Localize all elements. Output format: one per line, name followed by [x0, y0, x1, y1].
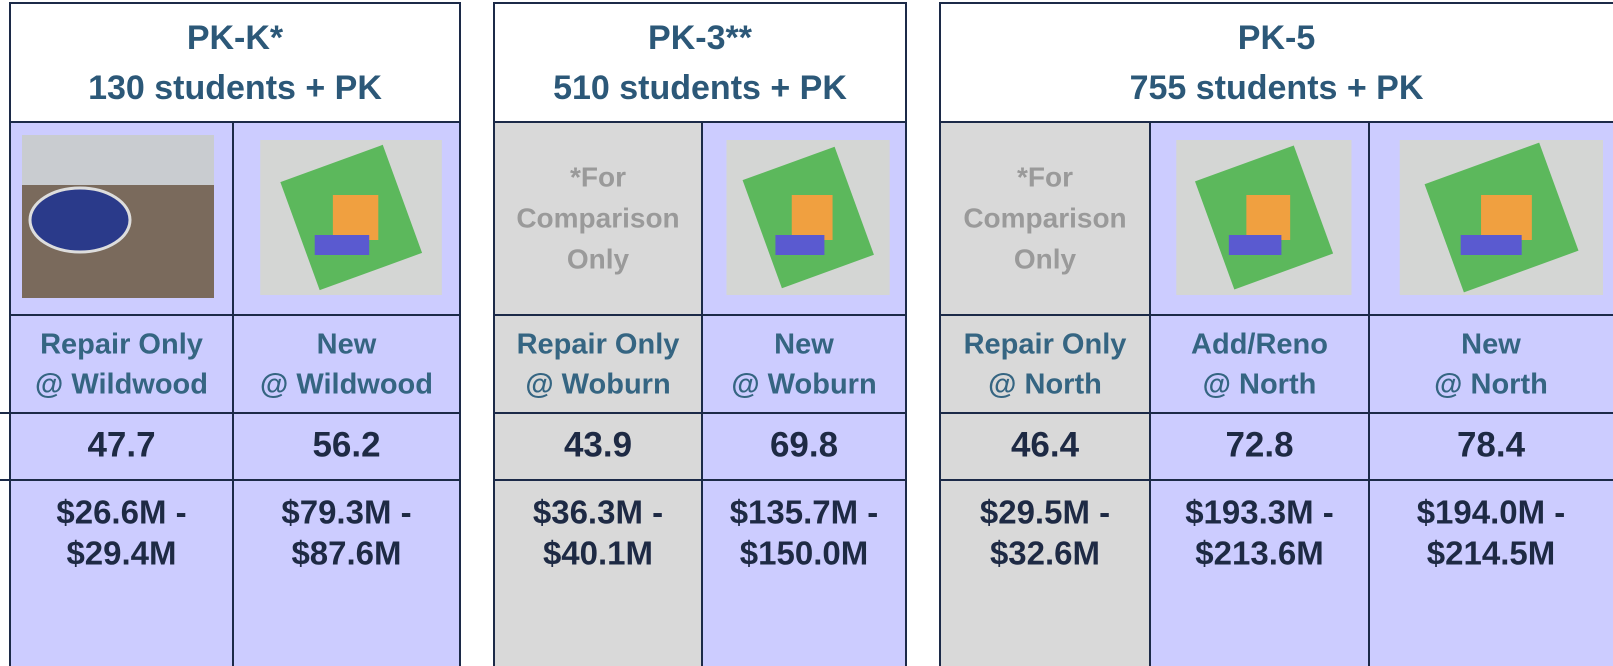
- panel-subtitle: 510 students + PK: [553, 69, 847, 107]
- score: 43.9: [564, 425, 632, 464]
- comparison-note: *For: [570, 161, 626, 192]
- site-plan-building: [791, 195, 833, 240]
- score: 56.2: [312, 425, 380, 464]
- score: 69.8: [770, 425, 838, 464]
- site-plan-building: [775, 235, 825, 255]
- header-cell: [10, 3, 460, 122]
- cost: $32.6M: [990, 535, 1100, 572]
- column-cell: [940, 122, 1150, 666]
- cost: $79.3M -: [281, 494, 411, 531]
- header-cell: [940, 3, 1613, 122]
- cost: $150.0M: [740, 535, 868, 572]
- option-label: Repair Only: [964, 329, 1127, 361]
- score: 78.4: [1457, 425, 1526, 464]
- comparison-note: Only: [567, 243, 630, 274]
- panel-title: PK-K*: [187, 19, 284, 57]
- cost: $29.4M: [66, 535, 176, 572]
- option-label: @ Wildwood: [260, 369, 433, 401]
- option-label: @ North: [1434, 369, 1548, 401]
- cost: $29.5M -: [980, 494, 1110, 531]
- header-cell: [494, 3, 906, 122]
- site-plan-building: [1460, 235, 1522, 255]
- option-label: Repair Only: [517, 329, 680, 361]
- photo-sign: [28, 186, 132, 254]
- option-label: New: [774, 329, 834, 361]
- score: 72.8: [1225, 425, 1293, 464]
- cost: $214.5M: [1427, 535, 1555, 572]
- option-label: New: [1461, 329, 1521, 361]
- score: 47.7: [87, 425, 155, 464]
- cost: $87.6M: [291, 535, 401, 572]
- comparison-note: Comparison: [963, 202, 1126, 233]
- column-cell: [494, 122, 702, 666]
- score: 46.4: [1011, 425, 1080, 464]
- site-plan-building: [1228, 235, 1282, 255]
- panel-title: PK-3**: [648, 19, 753, 57]
- option-label: @ Wildwood: [35, 369, 208, 401]
- cost: $36.3M -: [533, 494, 663, 531]
- option-label: @ North: [988, 369, 1102, 401]
- cost: $135.7M -: [730, 494, 879, 531]
- cost: $193.3M -: [1185, 494, 1334, 531]
- option-label: @ Woburn: [731, 369, 876, 401]
- comparison-note: *For: [1017, 161, 1073, 192]
- photo-sky: [22, 135, 214, 185]
- site-plan-building: [1246, 195, 1291, 240]
- cost: $194.0M -: [1417, 494, 1566, 531]
- site-plan-building: [1481, 195, 1532, 240]
- panel-border: [939, 2, 1613, 666]
- cost: $26.6M -: [56, 494, 186, 531]
- option-label: @ North: [1203, 369, 1317, 401]
- panel-subtitle: 755 students + PK: [1130, 69, 1424, 107]
- option-label: Repair Only: [40, 329, 203, 361]
- option-label: New: [317, 329, 377, 361]
- comparison-note: Only: [1014, 243, 1077, 274]
- comparison-note: Comparison: [516, 202, 679, 233]
- cost: $40.1M: [543, 535, 653, 572]
- panel-border: [9, 2, 461, 666]
- option-label: @ Woburn: [525, 369, 670, 401]
- panel-border: [493, 2, 907, 666]
- site-plan-building: [314, 235, 370, 255]
- site-plan-building: [332, 195, 379, 240]
- cost: $213.6M: [1195, 535, 1323, 572]
- panel-subtitle: 130 students + PK: [88, 69, 382, 107]
- option-label: Add/Reno: [1191, 329, 1328, 361]
- panel-title: PK-5: [1238, 19, 1315, 57]
